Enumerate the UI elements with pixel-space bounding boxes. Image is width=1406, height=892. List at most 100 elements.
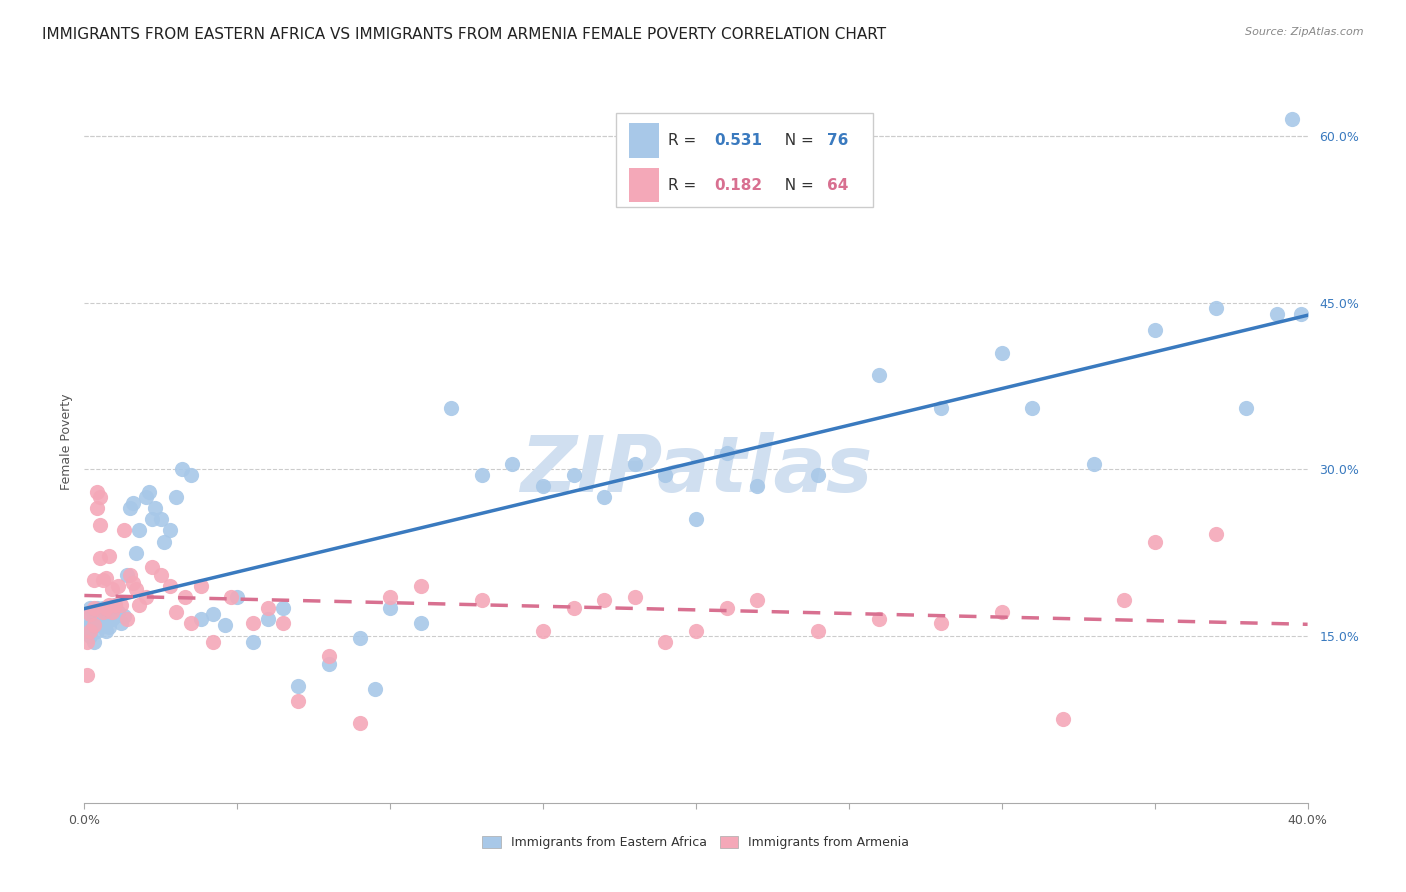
Point <box>807 467 830 482</box>
Point <box>141 512 163 526</box>
Point <box>104 598 127 612</box>
Point <box>1143 534 1166 549</box>
Point <box>226 590 249 604</box>
Point <box>1083 457 1105 471</box>
Point <box>201 607 224 621</box>
Text: 0.531: 0.531 <box>714 133 762 148</box>
Point <box>91 612 114 626</box>
Point <box>120 501 142 516</box>
Point <box>380 590 402 604</box>
Point <box>91 574 114 588</box>
Point <box>172 462 194 476</box>
Text: R =: R = <box>668 133 702 148</box>
Point <box>86 501 108 516</box>
Point <box>624 457 647 471</box>
Point <box>101 582 124 597</box>
Point <box>364 682 387 697</box>
Point <box>76 668 98 682</box>
Point <box>531 479 554 493</box>
Point <box>1291 307 1313 321</box>
Point <box>135 590 157 604</box>
Point <box>1205 526 1227 541</box>
Point <box>128 598 150 612</box>
Point <box>1265 307 1288 321</box>
Point <box>349 715 371 730</box>
Point <box>159 579 181 593</box>
Point <box>110 615 132 630</box>
Point <box>143 501 166 516</box>
Point <box>747 479 769 493</box>
Point <box>1205 301 1227 315</box>
Point <box>104 598 127 612</box>
Point <box>110 598 132 612</box>
Point <box>562 467 585 482</box>
Point <box>153 534 176 549</box>
Point <box>89 618 111 632</box>
Point <box>83 618 105 632</box>
Point <box>685 624 707 638</box>
Point <box>86 484 108 499</box>
Text: N =: N = <box>776 178 820 193</box>
Point <box>271 601 294 615</box>
Point <box>242 615 264 630</box>
Point <box>318 649 340 664</box>
Point <box>149 512 172 526</box>
Point <box>531 624 554 638</box>
Point <box>86 601 108 615</box>
Point <box>869 612 891 626</box>
Point <box>101 612 124 626</box>
Point <box>716 601 738 615</box>
Point <box>807 624 830 638</box>
Point <box>747 593 769 607</box>
Point <box>685 512 707 526</box>
Point <box>409 579 432 593</box>
Point <box>89 517 111 532</box>
Point <box>79 618 101 632</box>
Point <box>125 582 148 597</box>
Point <box>287 679 309 693</box>
Point <box>97 605 120 619</box>
Point <box>86 612 108 626</box>
Point <box>1021 401 1043 416</box>
Point <box>190 612 212 626</box>
Point <box>214 618 236 632</box>
Point <box>271 615 294 630</box>
Point <box>112 609 135 624</box>
Point <box>190 579 212 593</box>
FancyBboxPatch shape <box>628 123 659 158</box>
Point <box>991 345 1014 359</box>
Point <box>104 609 127 624</box>
Text: IMMIGRANTS FROM EASTERN AFRICA VS IMMIGRANTS FROM ARMENIA FEMALE POVERTY CORRELA: IMMIGRANTS FROM EASTERN AFRICA VS IMMIGR… <box>42 27 886 42</box>
Text: 64: 64 <box>827 178 848 193</box>
Text: 0.182: 0.182 <box>714 178 762 193</box>
Point <box>76 624 98 638</box>
Point <box>440 401 463 416</box>
Point <box>165 605 187 619</box>
Point <box>1236 401 1258 416</box>
Point <box>562 601 585 615</box>
Point <box>624 590 647 604</box>
Point <box>79 607 101 621</box>
Point <box>654 634 676 648</box>
Point <box>929 615 952 630</box>
Point <box>1281 112 1303 127</box>
Legend: Immigrants from Eastern Africa, Immigrants from Armenia: Immigrants from Eastern Africa, Immigran… <box>478 831 914 855</box>
Point <box>180 467 202 482</box>
Point <box>101 605 124 619</box>
Y-axis label: Female Poverty: Female Poverty <box>60 393 73 490</box>
Point <box>409 615 432 630</box>
Point <box>165 490 187 504</box>
Point <box>149 568 172 582</box>
Point <box>593 490 616 504</box>
Point <box>471 467 494 482</box>
Point <box>97 549 120 563</box>
Point <box>83 601 105 615</box>
Point <box>929 401 952 416</box>
Point <box>502 457 524 471</box>
Point <box>89 607 111 621</box>
Point <box>716 445 738 459</box>
Point <box>83 634 105 648</box>
Point <box>97 598 120 612</box>
Point <box>112 524 135 538</box>
Point <box>174 590 197 604</box>
